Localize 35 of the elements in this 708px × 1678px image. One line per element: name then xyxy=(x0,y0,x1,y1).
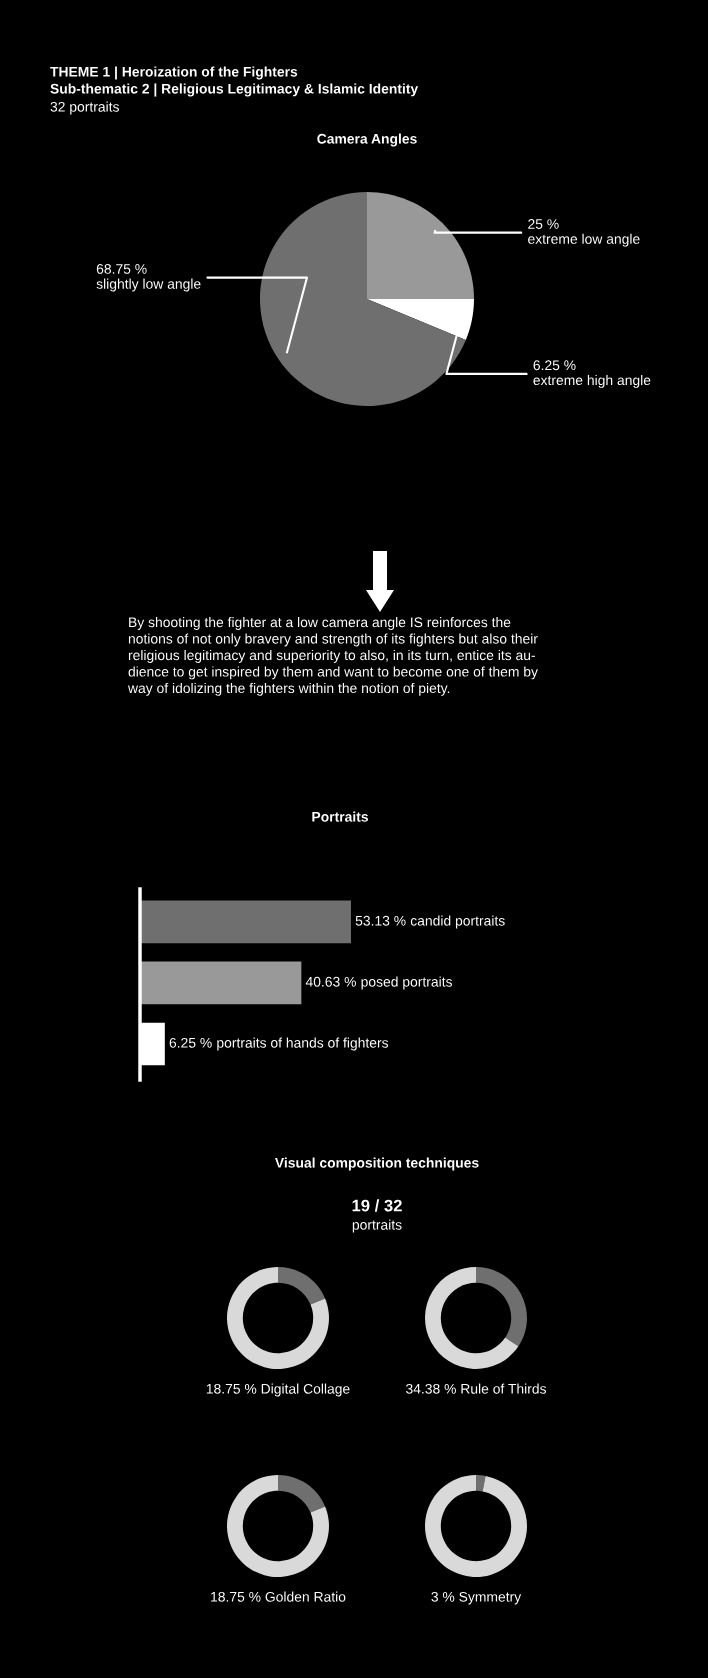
donut-slice xyxy=(476,1475,486,1492)
donut-slice xyxy=(227,1267,329,1369)
text: THEME 1 | Heroization of the Fighters xyxy=(50,66,298,80)
chart-title: Camera Angles xyxy=(317,133,417,147)
donut-slice xyxy=(425,1475,527,1577)
text: Visual composition techniques xyxy=(274,1157,479,1171)
slice-label: extreme low angle xyxy=(528,233,640,247)
data-label: 6.25 % xyxy=(169,1037,212,1048)
data-label: 40.63 % xyxy=(305,976,356,987)
annotation: portraits of hands of fighters xyxy=(217,1037,389,1051)
text: portraits xyxy=(352,1219,402,1233)
donut-slice xyxy=(476,1267,527,1347)
text: By shooting the fighter at a low camera angle IS reinforces the notions of not only bravery and strength of its fighters but also their religious legitimacy and superiority to also, in its turn, entice its au- dience to get inspired by them and want to become one of them by way of idolizing the fighters within the notion of piety. xyxy=(127,617,538,696)
text: 18.75 % Digital Collage xyxy=(206,1383,350,1397)
text: candid portraits xyxy=(410,915,505,929)
text: Sub-thematic 2 | Religious Legitimacy & Islamic Identity xyxy=(50,83,419,97)
chart-title: Portraits xyxy=(312,811,368,822)
text: posed portraits xyxy=(361,976,452,990)
data-label: 6.25 % xyxy=(533,360,576,371)
donut-slice xyxy=(227,1475,329,1577)
donut-slice xyxy=(278,1267,326,1305)
pie-slice xyxy=(367,192,474,299)
text: 18.75 % Golden Ratio xyxy=(211,1591,346,1602)
slice-label: extreme high angle xyxy=(533,374,651,388)
donut-slice xyxy=(425,1267,519,1369)
data-label: 68.75 % xyxy=(96,264,147,274)
text: 32 portraits xyxy=(50,101,119,115)
text: 3 % Symmetry xyxy=(431,1591,522,1605)
text: 34.38 % Rule of Thirds xyxy=(406,1383,547,1394)
data-label: 25 % xyxy=(528,219,559,229)
slice-label: slightly low angle xyxy=(96,278,201,292)
text: 19 / 32 xyxy=(352,1199,402,1212)
donut-slice xyxy=(278,1475,326,1513)
data-label: 53.13 % xyxy=(355,915,406,926)
pie-slice xyxy=(260,192,466,406)
